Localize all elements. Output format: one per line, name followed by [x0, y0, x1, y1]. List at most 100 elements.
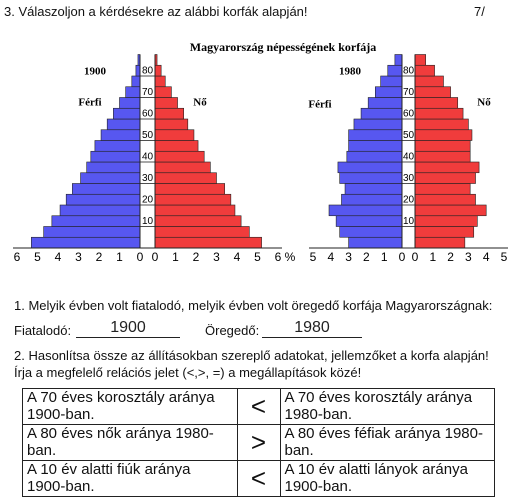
male-bar	[90, 150, 141, 163]
x-tick-label: 2	[96, 250, 103, 264]
female-bar	[414, 183, 471, 195]
x-tick-label: 4	[327, 250, 334, 264]
female-bar	[414, 75, 444, 88]
female-bar	[154, 107, 185, 120]
old-answer: 1980	[262, 319, 362, 338]
female-bar	[154, 64, 162, 77]
female-bar	[154, 226, 250, 238]
x-tick-label: 2	[447, 250, 454, 264]
x-tick-label: 0	[399, 250, 406, 264]
x-tick-label: 6	[14, 250, 21, 264]
age-label: 10	[403, 216, 415, 227]
x-tick-label: 5	[254, 250, 261, 264]
female-bar	[414, 204, 487, 217]
age-label: 70	[403, 87, 415, 98]
young-answer: 1900	[76, 319, 180, 338]
male-bar	[106, 118, 141, 131]
age-label: 60	[142, 109, 154, 120]
age-label: 30	[403, 173, 415, 184]
instruction: Írja a megfelelő relációs jelet (<,>, =)…	[14, 365, 362, 380]
x-tick-label: 0	[152, 250, 159, 264]
male-bar	[65, 193, 141, 206]
age-label: 50	[403, 130, 415, 141]
year-label: 1900	[84, 66, 107, 78]
female-bar	[414, 172, 476, 184]
x-tick-label: 1	[116, 250, 123, 264]
task-title: 3. Válaszoljon a kérdésekre az alábbi ko…	[4, 4, 308, 19]
female-bar	[154, 86, 172, 98]
statement: A 70 éves korosztály aránya 1980-ban.	[279, 388, 495, 425]
question-2: 2. Hasonlítsa össze az állításokban szer…	[14, 348, 489, 363]
age-label: 80	[142, 66, 154, 77]
x-tick-label: 5	[34, 250, 41, 264]
table-row: A 10 év alatti fiúk aránya 1900-ban. < A 1…	[22, 460, 495, 497]
female-bar	[414, 107, 464, 120]
male-bar	[360, 107, 403, 120]
x-tick-label: 3	[345, 250, 352, 264]
male-bar	[341, 193, 403, 206]
age-label: 30	[142, 173, 154, 184]
male-label: Férfi	[78, 97, 101, 109]
x-tick-label: 4	[55, 250, 62, 264]
male-bar	[100, 129, 141, 141]
relation-sign: <	[236, 460, 281, 497]
male-bar	[80, 172, 141, 184]
x-unit: %	[285, 250, 296, 264]
points: 7/	[474, 4, 485, 19]
male-bar	[328, 204, 403, 217]
female-bar	[154, 204, 236, 217]
male-bar	[59, 204, 141, 217]
year-label: 1980	[339, 66, 362, 78]
age-label: 50	[142, 130, 154, 141]
table-row: A 70 éves korosztály aránya 1900-ban. < A …	[22, 388, 495, 425]
male-bar	[339, 172, 403, 184]
male-bar	[348, 236, 403, 249]
age-label: 80	[403, 66, 415, 77]
x-tick-label: 4	[234, 250, 241, 264]
age-label: 10	[142, 216, 154, 227]
x-tick-label: 1	[429, 250, 436, 264]
female-label: Nő	[193, 97, 207, 109]
female-bar	[414, 161, 480, 174]
female-bar	[414, 193, 476, 206]
male-bar	[125, 86, 141, 98]
young-label: Fiatalodó:	[14, 323, 72, 338]
female-label: Nő	[477, 97, 491, 109]
male-bar	[339, 226, 403, 238]
age-label: 60	[403, 109, 415, 120]
male-bar	[380, 75, 403, 88]
x-tick-label: 1	[172, 250, 179, 264]
x-tick-label: 3	[75, 250, 82, 264]
male-bar	[344, 183, 403, 195]
relation-sign: <	[236, 388, 281, 425]
age-label: 40	[403, 152, 415, 163]
female-bar	[414, 215, 478, 227]
female-bar	[154, 97, 178, 109]
x-tick-label: 4	[483, 250, 490, 264]
female-bar	[154, 75, 166, 88]
female-bar	[154, 172, 217, 184]
x-tick-label: 5	[501, 250, 508, 264]
male-bar	[119, 97, 141, 109]
female-bar	[154, 140, 199, 152]
female-bar	[414, 64, 435, 77]
female-bar	[154, 161, 211, 174]
male-bar	[353, 118, 403, 131]
male-bar	[387, 64, 403, 77]
female-bar	[154, 215, 242, 227]
female-bar	[154, 129, 195, 141]
figure-title: Magyarország népességének korfája	[190, 40, 376, 54]
female-bar	[154, 193, 232, 206]
x-tick-label: 5	[310, 250, 317, 264]
male-bar	[394, 54, 403, 66]
female-bar	[154, 183, 225, 195]
female-bar	[414, 140, 471, 152]
relation-sign: >	[236, 424, 281, 461]
statement: A 10 év alatti lányok aránya 1900-ban.	[279, 460, 495, 497]
x-tick-label: 3	[465, 250, 472, 264]
female-bar	[414, 129, 473, 141]
age-label: 70	[142, 87, 154, 98]
age-label: 40	[142, 152, 154, 163]
male-bar	[31, 236, 141, 249]
